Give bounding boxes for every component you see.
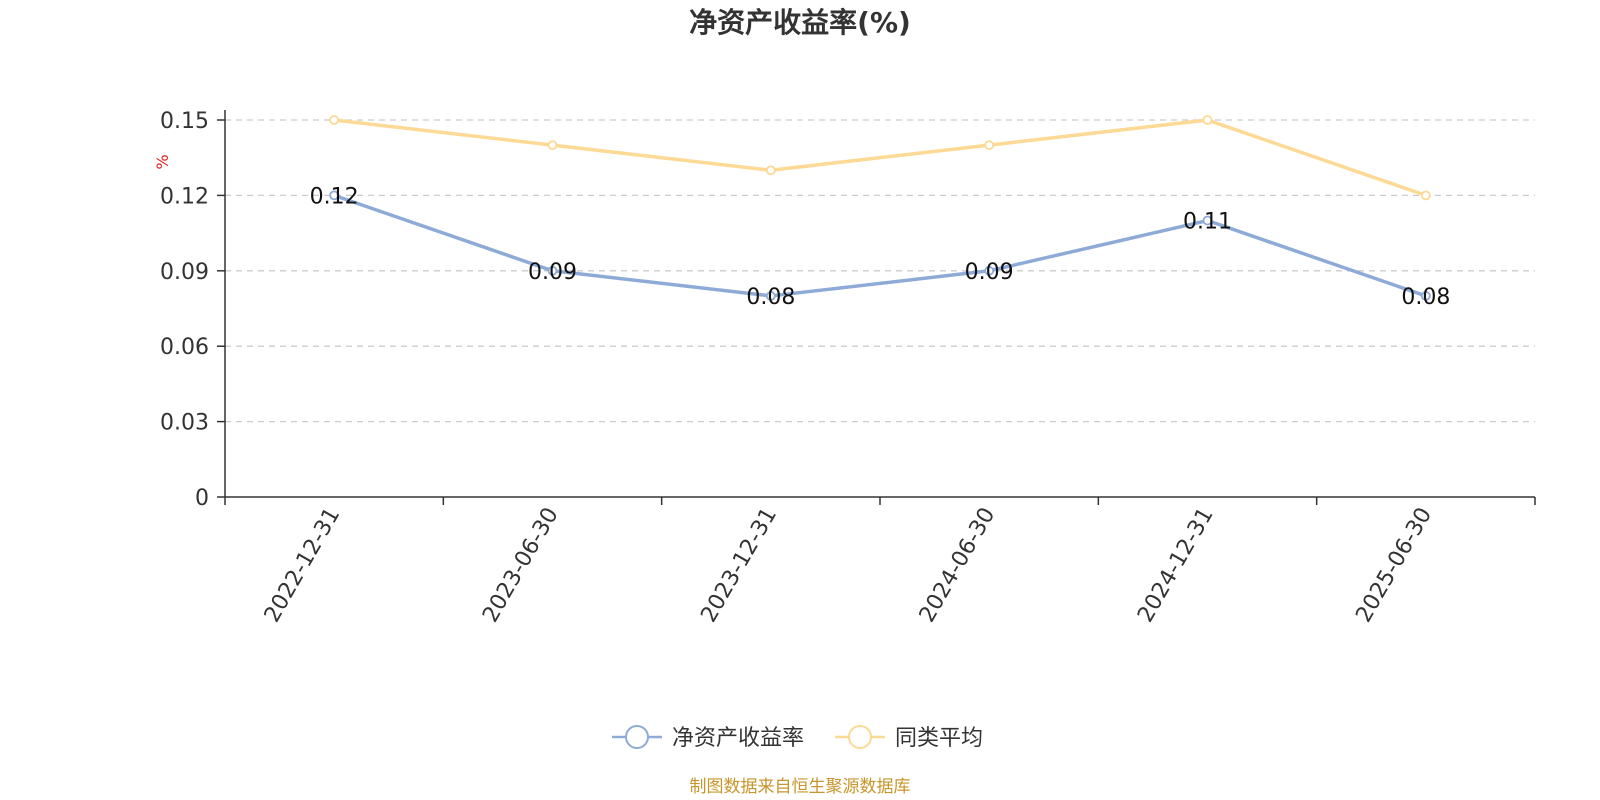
legend-marker xyxy=(625,725,649,749)
x-tick-label: 2023-12-31 xyxy=(696,504,782,627)
y-axis-unit: % xyxy=(153,154,172,169)
legend-marker xyxy=(848,725,872,749)
grid-lines xyxy=(225,119,1535,423)
y-tick-label: 0 xyxy=(195,486,209,511)
data-point xyxy=(765,165,776,176)
data-label: 0.12 xyxy=(310,184,359,209)
y-tick-label: 0.09 xyxy=(160,260,209,285)
series-line xyxy=(333,193,1427,298)
x-tick-label: 2024-06-30 xyxy=(915,504,1001,627)
legend-item[interactable]: 净资产收益率 xyxy=(612,725,804,751)
data-point xyxy=(1202,215,1213,226)
x-tick-label: 2024-12-31 xyxy=(1133,504,1219,627)
y-tick-label: 0.15 xyxy=(160,109,209,134)
axes: 0 0.03 0.06 0.09 0.12 0.15 2022-12-31 2023-06-3… xyxy=(160,109,1536,627)
data-point xyxy=(765,291,776,301)
data-point xyxy=(547,265,558,276)
chart-title: 净资产收益率(%) xyxy=(689,6,911,39)
y-tick-label: 0.06 xyxy=(160,335,209,360)
data-point xyxy=(1420,291,1431,301)
legend-item[interactable]: 同类平均 xyxy=(835,725,983,751)
y-tick-label: 0.03 xyxy=(160,411,209,436)
legend: 净资产收益率 同类平均 xyxy=(612,725,983,751)
y-tick-label: 0.12 xyxy=(160,184,209,209)
legend-label: 同类平均 xyxy=(895,726,983,751)
x-tick-label: 2023-06-30 xyxy=(478,504,564,627)
data-point xyxy=(984,265,995,276)
data-point xyxy=(1420,190,1431,201)
data-label: 0.09 xyxy=(965,260,1014,285)
x-tick-label: 2022-12-31 xyxy=(260,504,346,627)
data-point xyxy=(984,140,995,151)
data-point xyxy=(547,140,558,151)
legend-label: 净资产收益率 xyxy=(672,726,804,751)
data-point xyxy=(329,115,340,125)
data-label: 0.08 xyxy=(746,285,795,310)
data-label: 0.09 xyxy=(528,260,577,285)
x-tick-label: 2025-06-30 xyxy=(1351,504,1437,627)
data-label: 0.08 xyxy=(1401,285,1450,310)
data-labels: 0.12 0.09 0.08 0.09 0.11 0.08 xyxy=(310,184,1451,310)
series-lines xyxy=(329,115,1431,301)
series-line xyxy=(333,118,1427,198)
data-label: 0.11 xyxy=(1183,210,1232,235)
source-note: 制图数据来自恒生聚源数据库 xyxy=(690,777,911,797)
data-point xyxy=(1202,115,1213,125)
data-point xyxy=(329,190,340,201)
